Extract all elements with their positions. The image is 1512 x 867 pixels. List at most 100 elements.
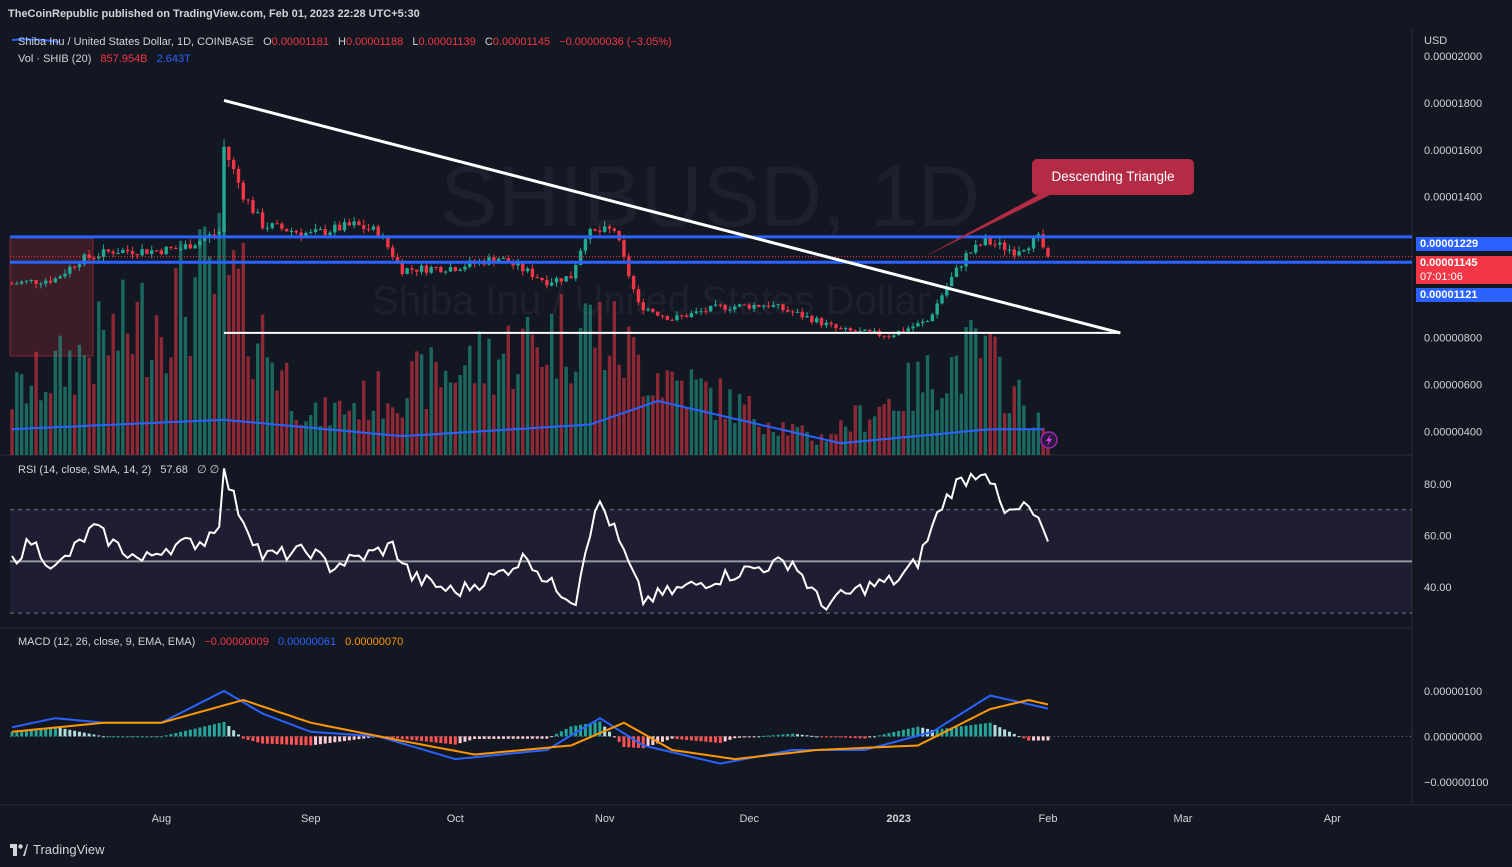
macd-hist-bar <box>444 736 448 744</box>
volume-bar <box>631 337 636 455</box>
tradingview-logo-icon <box>10 843 28 856</box>
volume-bar <box>390 407 395 455</box>
signal-line[interactable] <box>11 698 1049 761</box>
macd-hist-bar <box>10 731 14 737</box>
macd-line[interactable] <box>11 689 1049 765</box>
candle-body <box>1022 250 1026 252</box>
candle-body <box>882 335 886 337</box>
candle-body <box>246 199 250 201</box>
macd-hist-bar <box>285 736 289 745</box>
volume-bar <box>1031 427 1036 455</box>
candle-body <box>121 249 125 253</box>
candle-body <box>704 311 708 313</box>
candle-body <box>641 302 645 311</box>
macd-hist-bar <box>839 736 843 738</box>
macd-hist-bar <box>53 727 57 737</box>
volume-bar <box>48 393 53 455</box>
macd-hist-bar <box>338 736 342 742</box>
candle-body <box>203 237 207 241</box>
volume-bar <box>145 377 149 455</box>
drawing-shaded-zone[interactable] <box>9 237 94 357</box>
candle-body <box>116 252 120 254</box>
macd-hist-bar <box>92 734 96 737</box>
volume-bar <box>906 362 910 455</box>
macd-hist-bar <box>333 736 337 743</box>
macd-hist-bar <box>159 736 163 738</box>
macd-hist-bar <box>150 736 154 738</box>
macd-hist-bar <box>275 736 279 745</box>
candle-body <box>511 262 515 266</box>
macd-hist-bar <box>318 736 322 745</box>
rsi-line[interactable] <box>11 468 1049 611</box>
volume-bar <box>246 356 250 455</box>
volume-bar <box>949 357 954 455</box>
candle-body <box>390 247 395 257</box>
macd-hist-bar <box>588 723 592 737</box>
volume-bar <box>1017 379 1021 455</box>
macd-hist-bar <box>453 736 457 745</box>
macd-hist-bar <box>135 736 139 738</box>
candle-body <box>19 281 24 284</box>
volume-bar <box>256 343 260 455</box>
macd-hist-bar <box>665 736 669 741</box>
volume-bar <box>882 403 886 455</box>
volume-bar <box>713 419 718 455</box>
volume-bar <box>564 366 568 455</box>
macd-hist-bar <box>964 725 968 737</box>
macd-hist-bar <box>183 730 187 737</box>
candle-body <box>998 242 1002 245</box>
candle-body <box>492 257 496 263</box>
volume-bar <box>429 347 433 455</box>
macd-hist-bar <box>651 736 655 745</box>
candle-body <box>549 282 554 286</box>
macd-hist-bar <box>155 736 159 738</box>
volume-bar <box>607 355 612 455</box>
macd-hist-bar <box>342 736 346 742</box>
macd-legend[interactable]: MACD (12, 26, close, 9, EMA, EMA) −0.000… <box>18 636 403 648</box>
candle-body <box>193 245 197 249</box>
candle-body <box>983 237 988 246</box>
macd-hist-bar <box>752 736 756 738</box>
macd-hist-bar <box>608 731 612 737</box>
macd-hist-bar <box>424 736 428 742</box>
candle-body <box>405 268 409 274</box>
volume-bar <box>819 434 824 455</box>
volume-bar <box>395 413 400 455</box>
volume-bar <box>178 240 183 455</box>
volume-bar <box>381 418 385 455</box>
symbol-legend[interactable]: Shiba Inu / United States Dollar, 1D, CO… <box>18 36 672 48</box>
macd-hist-bar <box>535 736 539 739</box>
volume-bar <box>188 356 192 455</box>
candle-body <box>1017 251 1021 256</box>
macd-hist-bar <box>742 736 746 738</box>
volume-bar <box>549 313 554 455</box>
tradingview-brand[interactable]: TradingView <box>10 842 105 857</box>
volume-bar <box>921 392 925 455</box>
candle-body <box>665 315 670 320</box>
macd-hist-bar <box>492 736 496 739</box>
candle-body <box>97 256 101 259</box>
macd-hist-bar <box>1017 736 1021 738</box>
candles-layer <box>10 139 1050 340</box>
candle-body <box>574 264 578 279</box>
volume-bar <box>545 364 549 455</box>
macd-hist-bar <box>824 736 828 738</box>
volume-bar <box>964 327 968 455</box>
macd-hist-bar <box>97 735 101 737</box>
descending-triangle-callout[interactable]: Descending Triangle <box>1032 159 1194 195</box>
macd-hist-bar <box>357 736 361 740</box>
volume-bar <box>130 354 135 455</box>
volume-legend[interactable]: Vol · SHIB (20) 857.954B 2.643T <box>18 53 191 65</box>
macd-hist-bar <box>328 736 332 743</box>
volume-bar <box>916 361 920 455</box>
volume-bar <box>265 357 270 455</box>
descending-trendline[interactable] <box>223 98 1121 335</box>
candle-body <box>260 212 265 229</box>
rsi-legend[interactable]: RSI (14, close, SMA, 14, 2) 57.68 ∅ ∅ <box>18 463 219 476</box>
macd-hist-bar <box>106 736 110 738</box>
candle-body <box>159 250 164 255</box>
volume-bar <box>530 334 535 455</box>
macd-hist-bar <box>439 736 443 744</box>
volume-bar <box>689 369 694 455</box>
